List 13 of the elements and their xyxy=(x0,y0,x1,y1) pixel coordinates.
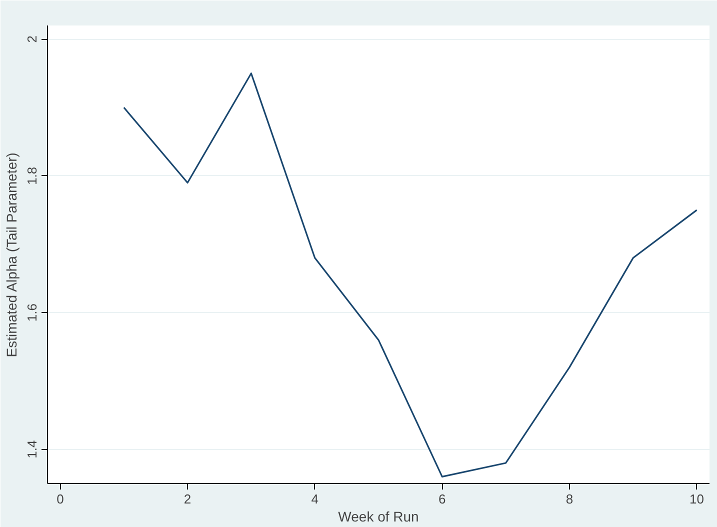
y-tick-label: 1.8 xyxy=(24,166,40,185)
y-tick-label: 1.4 xyxy=(24,440,40,458)
y-tick-label: 1.6 xyxy=(24,304,40,322)
x-tick-label: 10 xyxy=(690,492,704,506)
x-tick-label: 4 xyxy=(311,492,318,506)
x-tick-label: 6 xyxy=(438,492,446,506)
x-tick-label: 8 xyxy=(566,492,574,506)
line-series xyxy=(123,72,698,478)
x-tick-label: 2 xyxy=(184,492,192,506)
y-tick-label: 2 xyxy=(24,36,40,43)
x-tick-label: 0 xyxy=(56,492,64,506)
x-axis-title: Week of Run xyxy=(338,508,419,524)
y-axis-title: Estimated Alpha (Tail Parameter) xyxy=(4,152,20,358)
